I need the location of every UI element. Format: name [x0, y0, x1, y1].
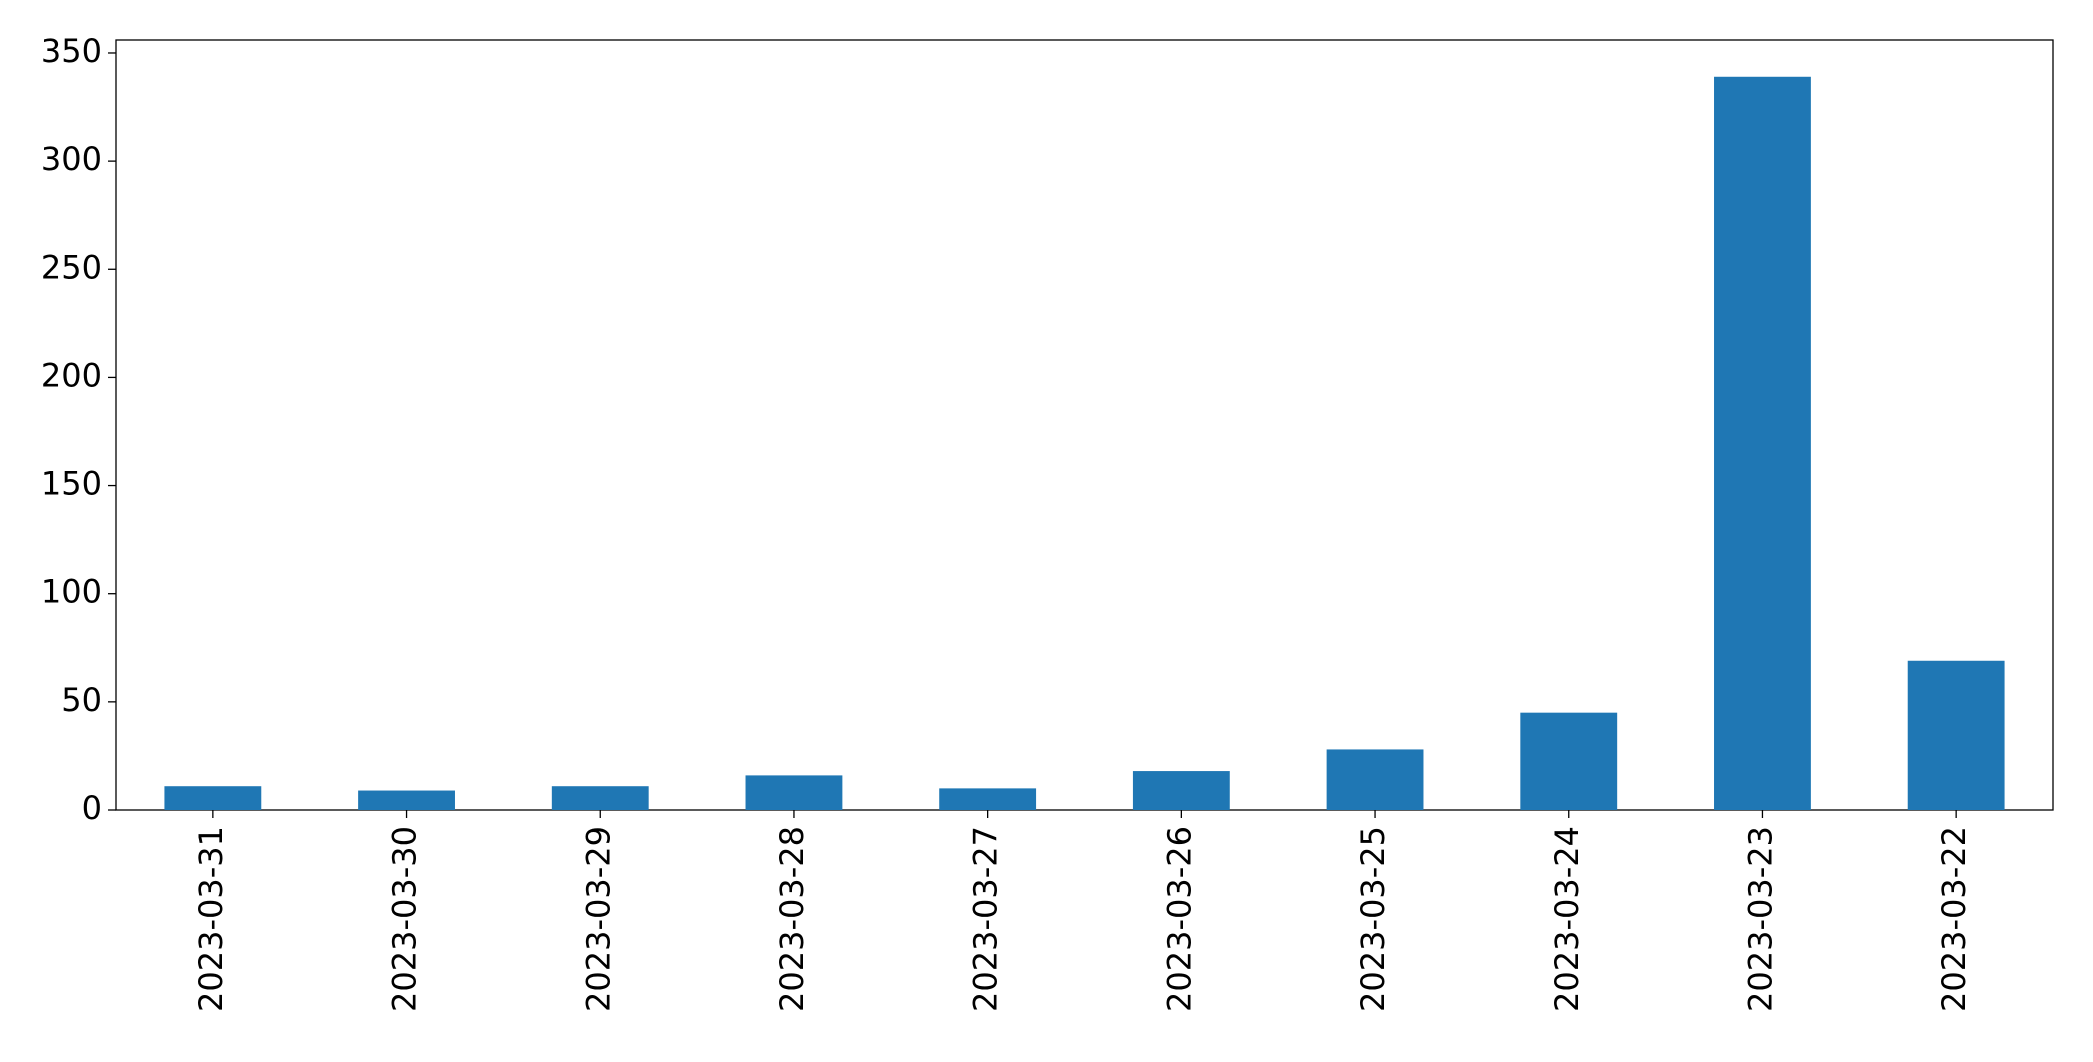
y-tick-label: 250: [41, 248, 102, 286]
y-tick-label: 50: [61, 681, 102, 719]
y-tick-label: 0: [82, 789, 102, 827]
bar: [164, 786, 262, 810]
x-tick-label: 2023-03-27: [967, 826, 1005, 1012]
x-tick-label: 2023-03-22: [1935, 826, 1973, 1012]
x-tick-label: 2023-03-30: [386, 826, 424, 1012]
bar: [1714, 76, 1811, 811]
bar: [1907, 660, 2005, 810]
x-tick-label: 2023-03-24: [1548, 826, 1586, 1012]
y-tick-label: 100: [41, 573, 102, 611]
x-tick-label: 2023-03-28: [773, 826, 811, 1012]
bar: [939, 788, 1037, 810]
x-tick-label: 2023-03-31: [192, 826, 230, 1012]
y-tick-label: 300: [41, 140, 102, 178]
x-tick-label: 2023-03-23: [1741, 826, 1779, 1012]
y-tick-label: 200: [41, 356, 102, 394]
y-tick-label: 150: [41, 465, 102, 503]
x-tick-label: 2023-03-26: [1160, 826, 1198, 1012]
plot-frame: [115, 39, 2054, 811]
bar: [1520, 712, 1618, 810]
y-tick-label: 350: [41, 32, 102, 70]
bar: [745, 775, 843, 810]
x-tick-label: 2023-03-29: [579, 826, 617, 1012]
bar: [551, 786, 649, 810]
bar: [1326, 749, 1424, 810]
x-tick-label: 2023-03-25: [1354, 826, 1392, 1012]
bar: [1132, 771, 1230, 810]
bar: [358, 790, 455, 810]
